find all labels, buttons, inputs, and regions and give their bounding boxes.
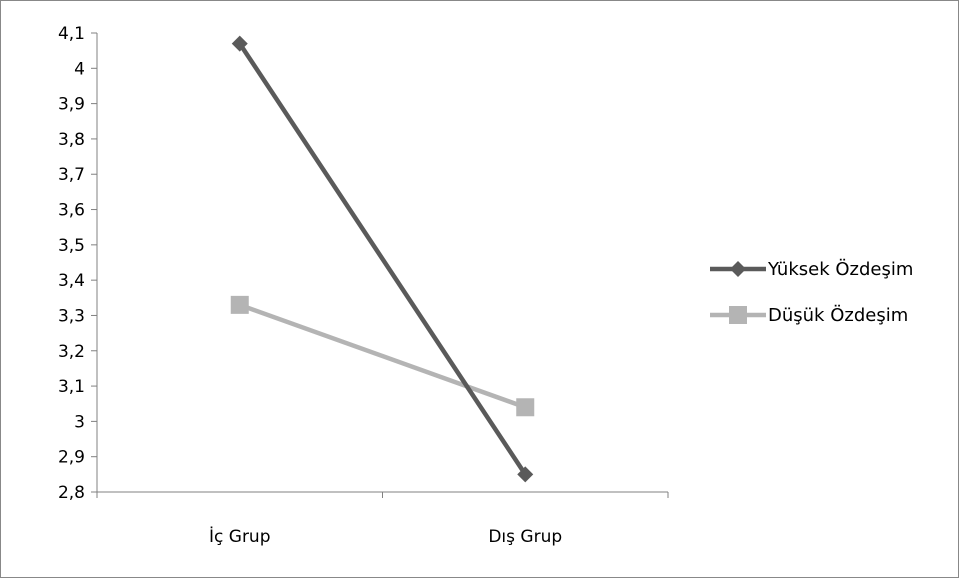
y-axis-ticks: 2,8 2,9 3 3,1 3,2 3,3 3,4 3,5 3,6 3,7 3,8 3,9 4 4,1 <box>58 24 97 503</box>
y-tick-label: 3,9 <box>58 95 85 115</box>
x-axis-ticks: İç Grup Dış Grup <box>96 492 669 547</box>
y-tick-label: 3 <box>74 412 85 432</box>
y-tick-label: 2,9 <box>58 448 85 468</box>
y-tick-label: 3,8 <box>58 130 85 150</box>
y-tick-label: 3,1 <box>58 377 85 397</box>
legend-label: Düşük Özdeşim <box>768 304 908 326</box>
y-tick-label: 2,8 <box>58 483 85 503</box>
series-layer <box>230 35 535 483</box>
series-dusuk-ozdesim <box>230 295 535 417</box>
x-tick-label: Dış Grup <box>488 527 562 547</box>
legend: Yüksek Özdeşim Düşük Özdeşim <box>710 258 913 326</box>
series-line <box>238 302 527 410</box>
y-tick-label: 3,4 <box>58 271 85 291</box>
legend-entry: Düşük Özdeşim <box>710 304 908 326</box>
series-line <box>237 42 528 476</box>
data-point <box>230 295 249 314</box>
legend-marker <box>730 261 746 277</box>
y-tick-label: 3,7 <box>58 165 85 185</box>
y-tick-label: 3,5 <box>58 236 85 256</box>
legend-entry: Yüksek Özdeşim <box>710 258 913 280</box>
data-point <box>517 466 534 483</box>
y-tick-label: 4,1 <box>58 24 85 44</box>
data-point <box>231 35 248 52</box>
data-point <box>516 398 535 417</box>
series-yuksek-ozdesim <box>231 35 534 483</box>
legend-label: Yüksek Özdeşim <box>767 258 913 280</box>
y-tick-label: 3,3 <box>58 306 85 326</box>
y-tick-label: 3,6 <box>58 201 85 221</box>
y-tick-label: 3,2 <box>58 342 85 362</box>
x-tick-label: İç Grup <box>209 526 271 547</box>
legend-marker <box>729 306 747 324</box>
y-tick-label: 4 <box>74 59 85 79</box>
